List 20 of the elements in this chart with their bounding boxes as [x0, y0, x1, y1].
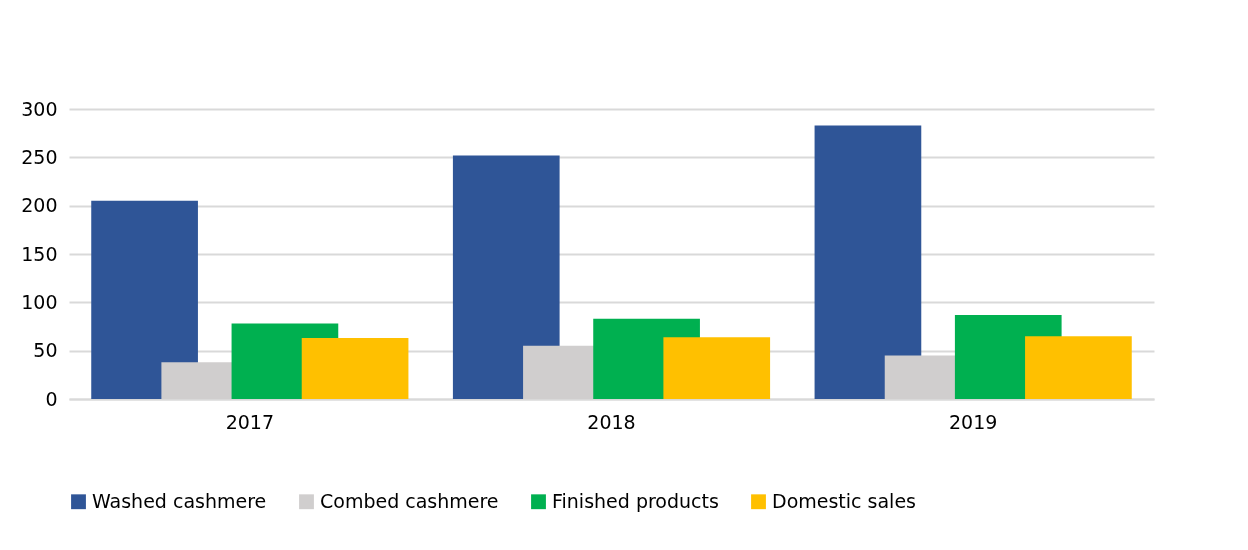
y-tick-label: 150: [21, 242, 58, 265]
y-tick-label: 0: [45, 387, 58, 410]
bar: [301, 338, 409, 399]
legend-label: Domestic sales: [772, 489, 916, 512]
bar: [1025, 336, 1132, 399]
y-tick-label: 50: [33, 339, 58, 362]
y-tick-label: 200: [21, 194, 58, 217]
y-tick-label: 250: [21, 145, 58, 168]
y-tick-label: 100: [21, 290, 58, 313]
bar: [452, 155, 560, 399]
bar: [91, 200, 198, 399]
bar: [814, 125, 922, 399]
x-tick-label: 2017: [225, 410, 275, 433]
y-tick-label: 300: [21, 97, 58, 120]
x-tick-label: 2019: [948, 410, 998, 433]
legend-label: Combed cashmere: [320, 489, 499, 512]
legend-label: Washed cashmere: [92, 489, 267, 512]
x-tick-label: 2018: [587, 410, 636, 433]
legend-label: Finished products: [552, 489, 719, 512]
bar: [663, 337, 771, 399]
